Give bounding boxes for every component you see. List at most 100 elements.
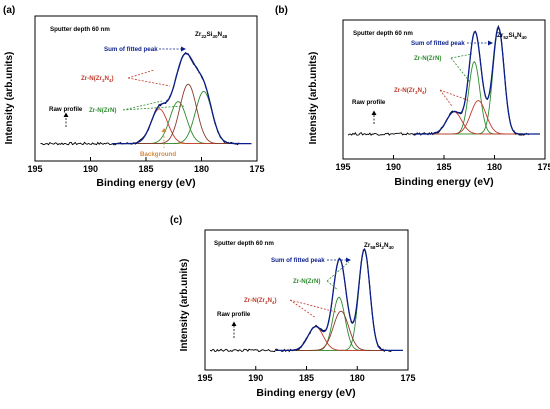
comp-sub-2: 30 xyxy=(212,34,218,39)
comp-sub-2: 2 xyxy=(381,245,384,250)
x-ticks-c: 195 190 185 180 175 xyxy=(197,366,416,383)
comp-el-3: N xyxy=(517,32,522,39)
sputter-annotation-c: Sputter depth 60 nm xyxy=(214,240,274,247)
panel-label-c: (c) xyxy=(170,215,182,226)
panel-a: (a) Intensity (arb.units) 195 190 185 180 17… xyxy=(3,5,265,189)
zrn-leader-b xyxy=(450,53,473,83)
sum-arrow-b xyxy=(488,40,493,46)
x-tick-label: 175 xyxy=(537,162,550,172)
component-peak xyxy=(276,326,403,351)
zrn-label-c: Zr-N(ZrN) xyxy=(293,278,321,285)
x-tick-label: 195 xyxy=(335,162,350,172)
background-arrowhead-a xyxy=(161,128,167,132)
x-tick-label: 175 xyxy=(249,164,264,174)
x-ticks-b: 195 190 185 180 175 xyxy=(335,155,550,172)
zrn-leader-a xyxy=(122,100,185,111)
comp-sub-3: 40 xyxy=(522,35,528,40)
component-peak xyxy=(413,111,540,135)
raw-arrowhead-c xyxy=(231,321,237,326)
sputter-annotation-a: Sputter depth 60 nm xyxy=(50,26,110,33)
x-tick-label: 180 xyxy=(487,162,502,172)
x-tick-label: 180 xyxy=(350,373,365,383)
zr3n4-leader-c xyxy=(289,299,337,319)
zr3n4-leader-b xyxy=(439,89,471,107)
panel-label-b: (b) xyxy=(275,5,288,16)
sum-arrow-a xyxy=(181,46,186,52)
y-axis-label-b: Intensity (arb.units) xyxy=(308,52,319,145)
panel-b: (b) Intensity (arb.units) 195 190 185 180 17… xyxy=(275,5,550,188)
x-tick-label: 190 xyxy=(83,164,98,174)
zr3n4-sub1-c: 3 xyxy=(265,300,268,305)
comp-el-2: Si xyxy=(508,32,514,39)
x-tick-label: 190 xyxy=(386,162,401,172)
zr3n4-label-a: Zr-N(Zr3N4) xyxy=(81,75,114,83)
x-tick-label: 195 xyxy=(27,164,42,174)
x-tick-label: 185 xyxy=(138,164,153,174)
sum-arrow-c xyxy=(346,257,351,263)
comp-sub-3: 48 xyxy=(222,34,228,39)
composition-label-a: Zr22Si30N48 xyxy=(195,31,228,39)
curves-a xyxy=(40,51,252,146)
plot-frame-c xyxy=(204,229,409,371)
zr3n4-sub2-a: 4 xyxy=(109,78,112,83)
zr3n4-suffix-c: ) xyxy=(274,297,276,304)
x-tick-label: 185 xyxy=(436,162,451,172)
raw-profile-label-c: Raw profile xyxy=(217,311,251,318)
panel-c: (c) Intensity (arb.units) 195 190 185 180 17… xyxy=(170,215,416,399)
zr3n4-suffix-a: ) xyxy=(111,75,113,82)
sum-fitted-line xyxy=(112,52,252,145)
component-peak xyxy=(276,296,403,351)
raw-arrowhead-b xyxy=(371,110,377,115)
y-axis-label-c: Intensity (arb.units) xyxy=(179,259,190,352)
comp-sub-2: 8 xyxy=(514,35,517,40)
panel-label-a: (a) xyxy=(3,5,15,16)
sum-fitted-line xyxy=(413,26,540,135)
component-peak xyxy=(276,310,403,351)
zr3n4-suffix-b: ) xyxy=(424,87,426,94)
comp-el-2: Si xyxy=(375,242,381,249)
x-tick-label: 185 xyxy=(299,373,314,383)
zr3n4-mid-c: N xyxy=(267,297,272,304)
x-axis-label-a: Binding energy (eV) xyxy=(96,177,195,189)
zr3n4-mid-b: N xyxy=(417,87,422,94)
comp-el-3: N xyxy=(218,31,223,38)
component-peak xyxy=(112,108,252,145)
zrn-leader-c xyxy=(326,261,350,291)
sum-fitted-label-a: Sum of fitted peak xyxy=(104,46,158,53)
sum-fitted-label-b: Sum of fitted peak xyxy=(411,40,465,47)
raw-profile-line xyxy=(209,248,392,353)
zr3n4-prefix-c: Zr-N(Zr xyxy=(244,297,266,304)
x-tick-label: 190 xyxy=(248,373,263,383)
zrn-label-b: Zr-N(ZrN) xyxy=(414,55,442,62)
comp-sub-3: 40 xyxy=(389,245,395,250)
curves-c xyxy=(209,248,403,353)
comp-el-3: N xyxy=(384,242,389,249)
component-peak xyxy=(413,61,540,135)
zr3n4-prefix-b: Zr-N(Zr xyxy=(394,87,416,94)
component-peak xyxy=(276,248,403,351)
x-ticks-a: 195 190 185 180 175 xyxy=(27,157,265,174)
x-tick-label: 195 xyxy=(197,373,212,383)
zr3n4-label-b: Zr-N(Zr3N4) xyxy=(394,87,427,95)
raw-profile-label-a: Raw profile xyxy=(49,106,83,113)
zr3n4-prefix-a: Zr-N(Zr xyxy=(81,75,103,82)
composition-label-c: Zr58Si2N40 xyxy=(364,242,394,250)
composition-label-b: Zr52Si8N40 xyxy=(497,32,527,40)
zr3n4-sub2-b: 4 xyxy=(422,90,425,95)
zrn-label-a: Zr-N(ZrN) xyxy=(89,107,117,114)
raw-profile-label-b: Raw profile xyxy=(352,99,386,106)
sum-fitted-line xyxy=(276,248,403,352)
raw-arrowhead-a xyxy=(63,112,69,117)
x-axis-label-c: Binding energy (eV) xyxy=(256,387,355,399)
sputter-annotation-b: Sputter depth 60 nm xyxy=(353,30,413,37)
component-peak xyxy=(112,83,252,145)
curves-b xyxy=(347,24,540,136)
sum-fitted-label-c: Sum of fitted peak xyxy=(271,257,325,264)
comp-el-2: Si xyxy=(206,31,212,38)
x-tick-label: 180 xyxy=(194,164,209,174)
zr3n4-mid-a: N xyxy=(104,75,109,82)
component-peak xyxy=(413,100,540,135)
comp-el-1: Zr xyxy=(497,32,504,39)
y-axis-label-a: Intensity (arb.units) xyxy=(4,52,15,145)
